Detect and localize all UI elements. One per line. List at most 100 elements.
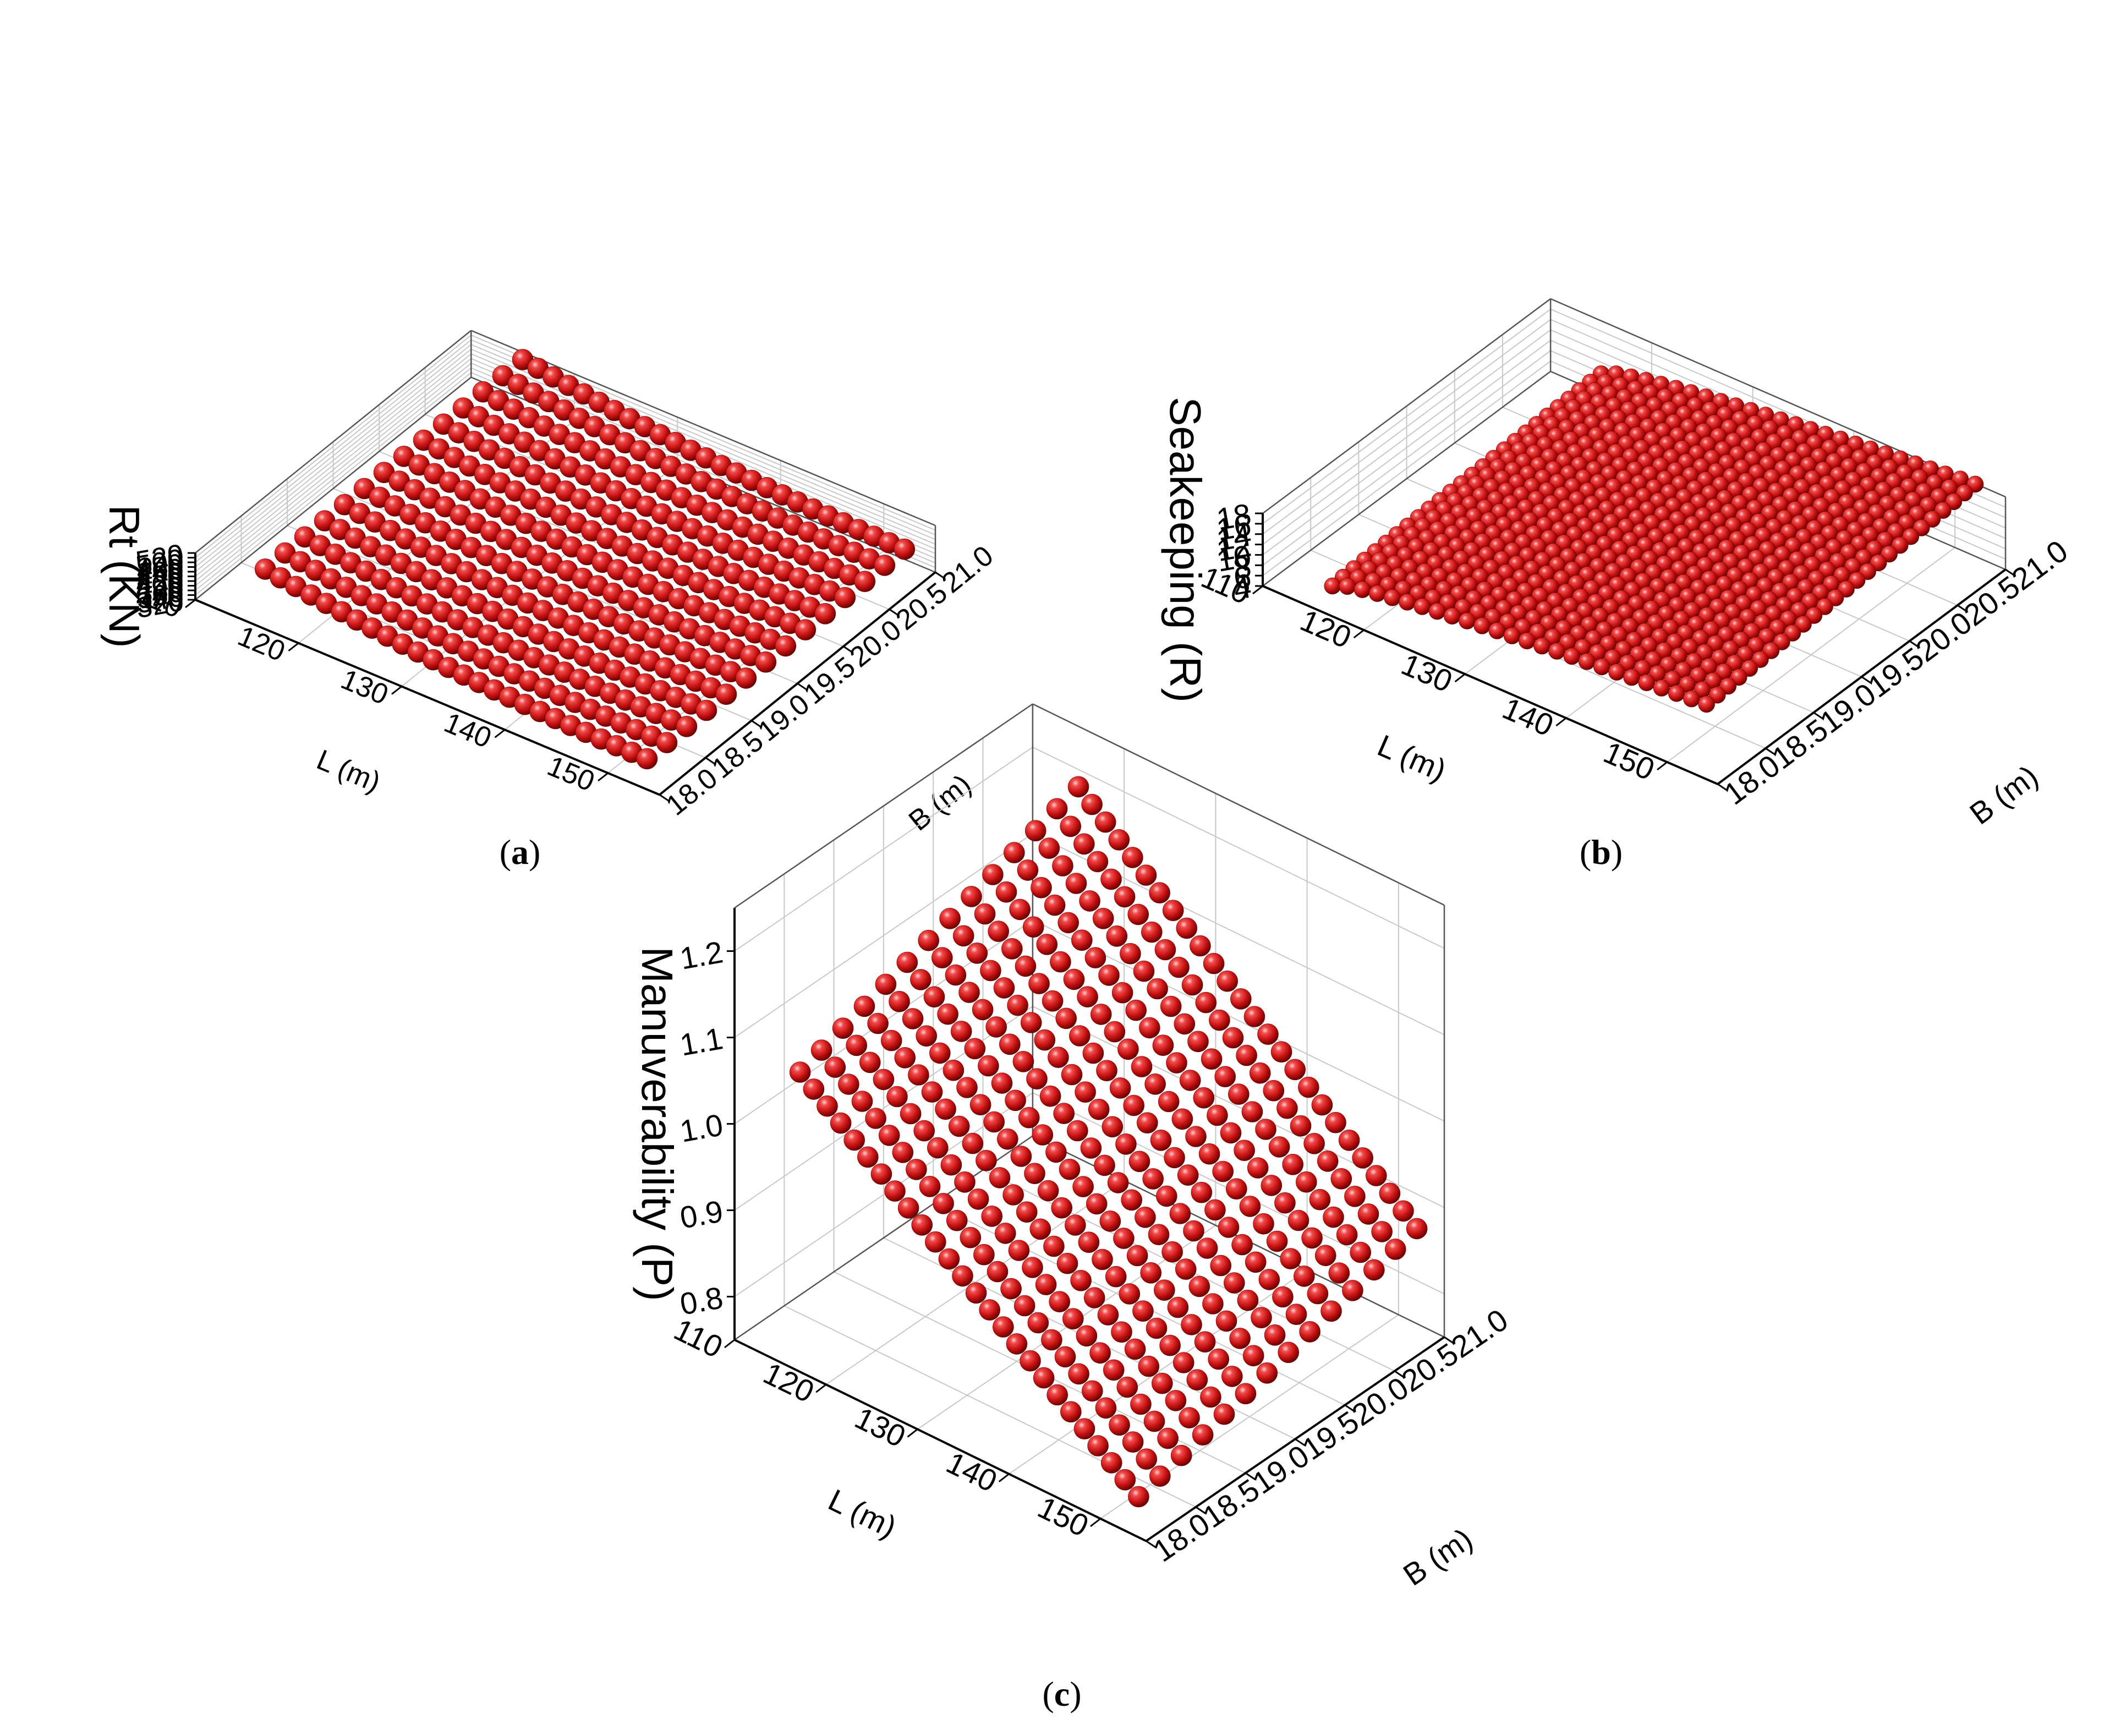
data-point [1076,1325,1098,1347]
data-point [1065,1214,1086,1236]
data-point [965,1282,987,1304]
z-tick-label: 0.8 [677,1280,726,1322]
data-point [1055,1007,1077,1029]
data-point [1330,1168,1352,1190]
data-point [1046,798,1068,820]
data-point [913,1120,935,1142]
l-tick [494,729,506,738]
data-point [1191,1181,1213,1203]
data-point [1133,960,1155,982]
b-tick-label: 19.5 [798,651,861,711]
data-point [1284,1059,1306,1081]
data-point [1342,1280,1363,1301]
gridline-wall-z [195,339,472,563]
data-point [870,1163,892,1185]
data-point [1350,1241,1371,1263]
data-point [1100,1452,1122,1474]
data-point [945,964,967,986]
data-point [1175,1258,1197,1280]
data-point [1384,589,1401,606]
data-point [1324,577,1341,595]
l-tick [1252,585,1263,595]
data-point [1264,1324,1286,1346]
data-point [814,603,836,625]
data-point [1140,1262,1161,1284]
z-tick-label: 1.0 [677,1107,726,1149]
data-point [1255,1119,1276,1140]
b-tick [1444,1336,1455,1345]
data-point [1084,947,1106,968]
data-point [1042,990,1064,1012]
data-point [1060,815,1081,837]
data-point [906,1159,927,1180]
data-point [1156,1185,1177,1207]
data-point [1005,1089,1026,1111]
data-point [1039,1085,1061,1107]
data-point [1301,1227,1323,1249]
data-point [950,1021,972,1042]
gridline-wall-z [1262,309,1551,524]
data-point [1413,598,1431,615]
data-point [1012,1051,1034,1072]
data-point [843,1129,865,1151]
z-tick-label: 12 [1214,528,1253,568]
data-point [1127,903,1149,925]
data-point [1022,1257,1043,1278]
l-tick [815,1384,827,1393]
data-point [1079,890,1100,912]
l-tick [1353,629,1365,639]
data-point [1393,1200,1414,1222]
data-point [656,732,678,753]
data-point [1278,1341,1299,1363]
l-tick [391,686,402,695]
data-point [1027,1312,1049,1334]
data-point [1235,1383,1257,1405]
data-point [1090,1004,1112,1025]
data-point [1122,1431,1144,1453]
data-point [993,1316,1014,1338]
data-point [1121,1189,1142,1211]
data-point [978,1055,999,1077]
data-point [1214,1066,1236,1087]
data-point [1152,1034,1174,1056]
b-tick [1146,1540,1157,1548]
data-point [1177,1164,1199,1186]
data-point [969,1094,991,1115]
data-point [1062,1308,1084,1329]
data-point [1069,1025,1091,1047]
box-edge [1032,703,1445,906]
data-point [1165,1390,1187,1411]
data-point [1000,1278,1022,1300]
data-point [695,699,717,721]
data-point [1608,664,1625,681]
data-point [1190,935,1211,957]
data-point [1103,1359,1125,1381]
data-point [1073,833,1095,855]
l-tick-label: 120 [233,620,289,668]
data-point [1563,648,1581,665]
data-point [1193,1087,1215,1109]
gridline-wall-z [734,833,1033,1038]
data-point [1095,1397,1117,1419]
data-point [1046,1384,1068,1406]
data-point [1488,622,1506,639]
data-point [1130,1393,1152,1415]
data-point [1067,1120,1088,1142]
data-point [1116,1376,1138,1398]
data-point [1144,1074,1166,1095]
data-point [1142,1168,1164,1190]
gridline-wall-z [195,367,472,591]
data-points [789,776,1428,1508]
data-point [1698,696,1715,713]
data-point [1004,842,1025,863]
data-point [1212,1160,1234,1182]
data-point [1183,1220,1204,1242]
b-tick [1861,676,1872,684]
data-point [1122,847,1143,868]
data-point [964,1038,986,1060]
data-point [1123,1094,1144,1116]
l-tick-label: 130 [850,1400,911,1454]
data-point [1428,603,1446,620]
data-point [1078,1231,1100,1253]
